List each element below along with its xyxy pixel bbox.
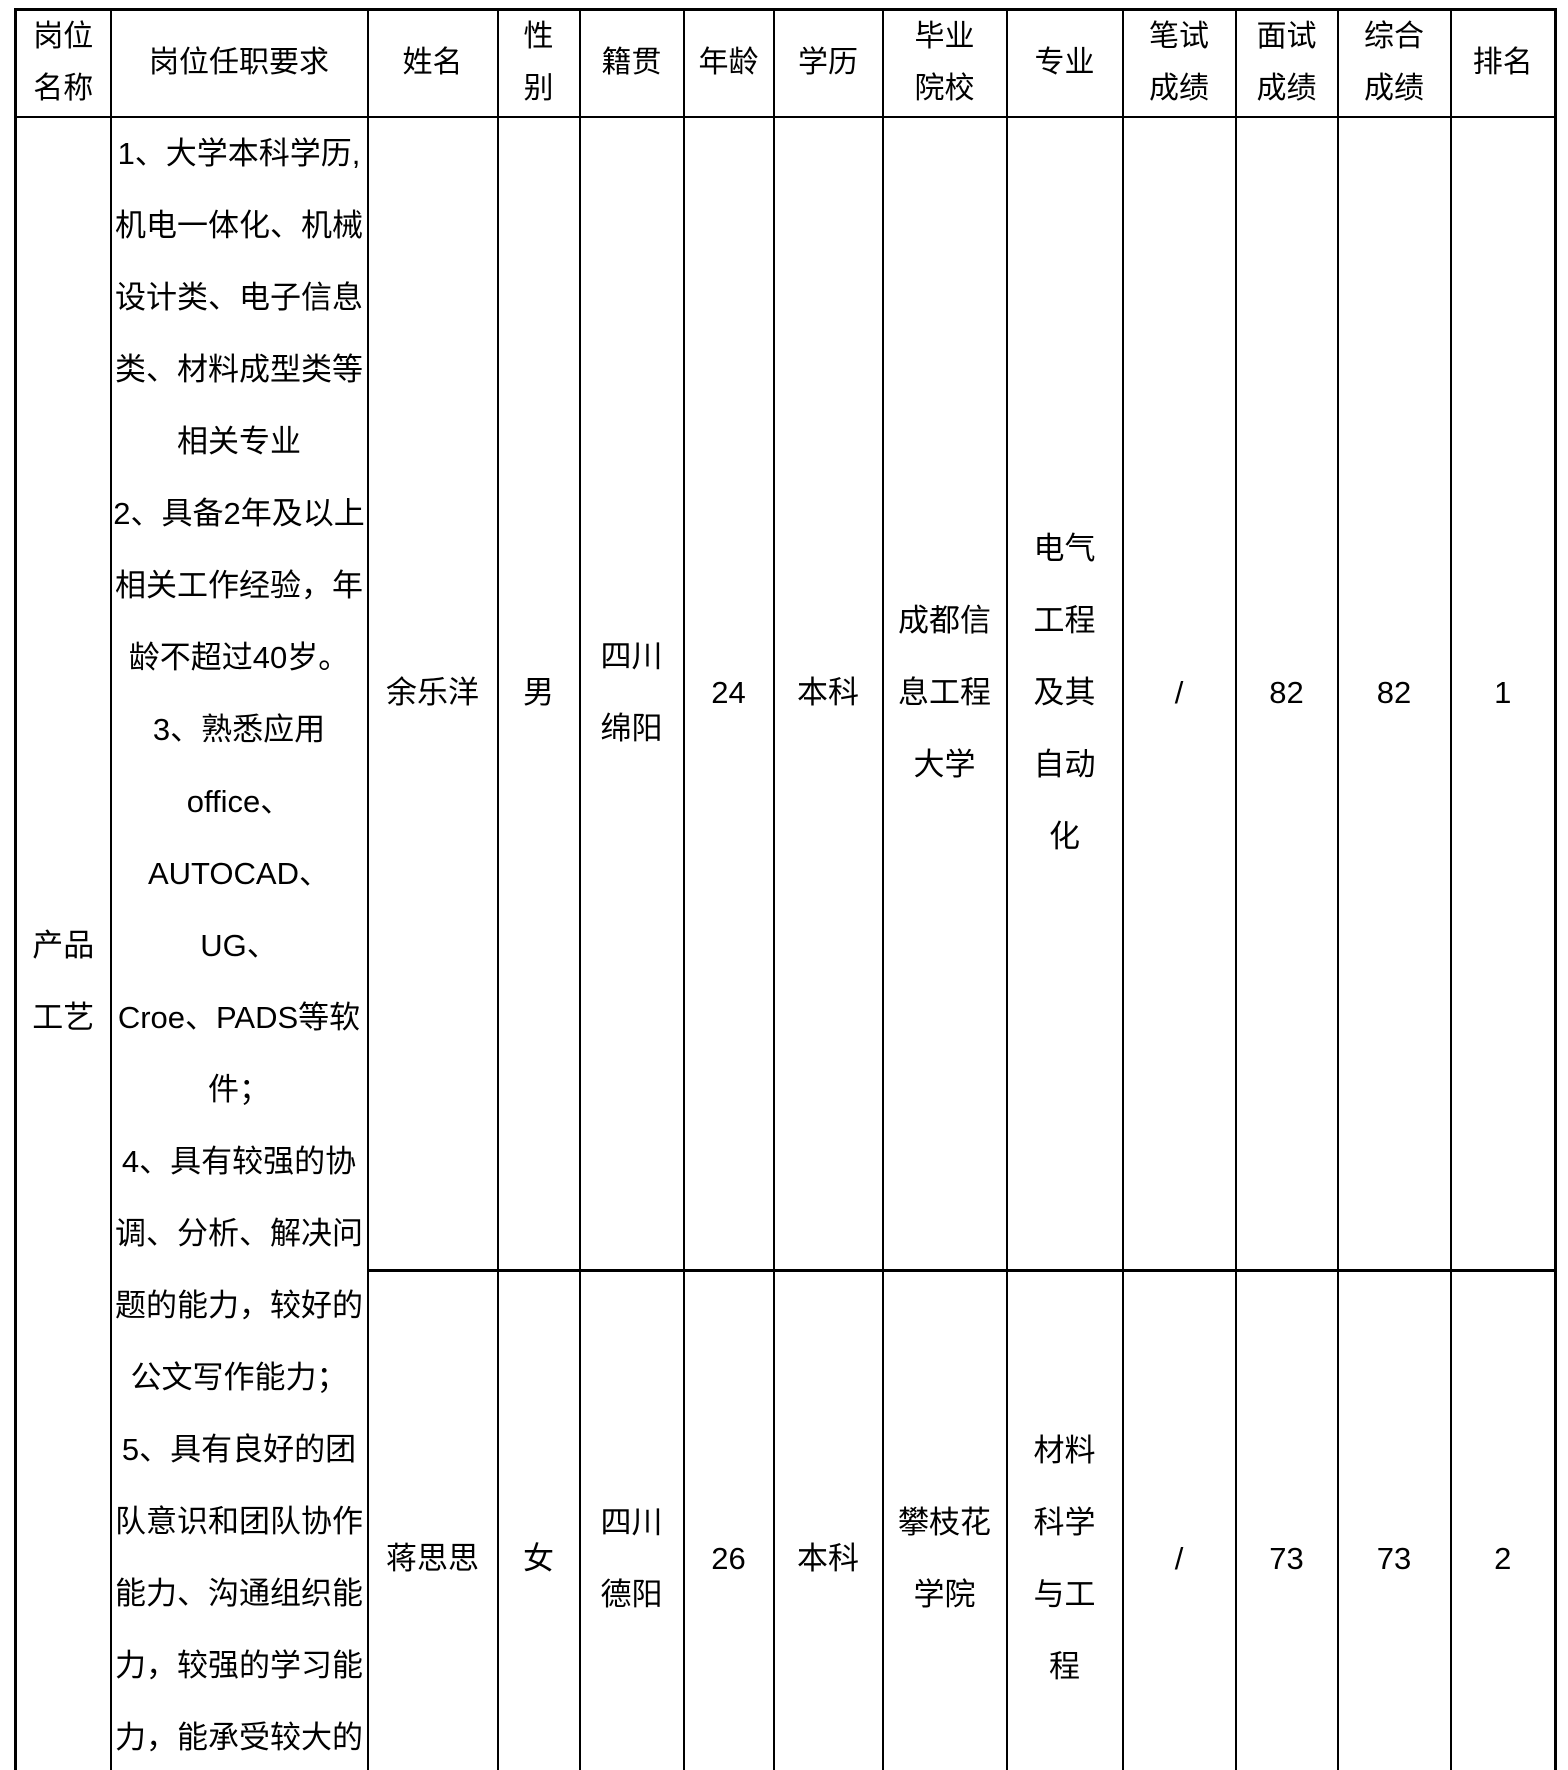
cell-gender: 女 bbox=[496, 1268, 581, 1770]
cell-native-place: 四川 绵阳 bbox=[578, 115, 685, 1272]
cell-written-score: / bbox=[1121, 115, 1237, 1272]
recruitment-results-table: 岗位 名称 岗位任职要求 姓名 性 别 籍贯 年龄 学历 毕业 院校 专业 笔试… bbox=[14, 8, 1557, 1770]
cell-rank: 2 bbox=[1449, 1268, 1557, 1770]
cell-school: 成都信 息工程 大学 bbox=[881, 115, 1008, 1272]
cell-overall-score: 73 bbox=[1336, 1268, 1452, 1770]
cell-age: 24 bbox=[682, 115, 775, 1272]
cell-interview-score: 82 bbox=[1234, 115, 1339, 1272]
cell-name: 余乐洋 bbox=[366, 115, 499, 1272]
header-requirements: 岗位任职要求 bbox=[109, 8, 369, 118]
cell-school: 攀枝花 学院 bbox=[881, 1268, 1008, 1770]
header-education: 学历 bbox=[772, 8, 884, 118]
cell-education: 本科 bbox=[772, 1268, 884, 1770]
header-position: 岗位 名称 bbox=[14, 8, 112, 118]
header-age: 年龄 bbox=[682, 8, 775, 118]
header-school: 毕业 院校 bbox=[881, 8, 1008, 118]
header-gender: 性 别 bbox=[496, 8, 581, 118]
header-interview-score: 面试 成绩 bbox=[1234, 8, 1339, 118]
cell-position-name: 产品 工艺 bbox=[14, 115, 112, 1770]
header-name: 姓名 bbox=[366, 8, 499, 118]
cell-name: 蒋思思 bbox=[366, 1268, 499, 1770]
header-overall-score: 综合 成绩 bbox=[1336, 8, 1452, 118]
cell-written-score: / bbox=[1121, 1268, 1237, 1770]
cell-major: 电气 工程 及其 自动 化 bbox=[1005, 115, 1124, 1272]
header-rank: 排名 bbox=[1449, 8, 1557, 118]
cell-education: 本科 bbox=[772, 115, 884, 1272]
cell-native-place: 四川 德阳 bbox=[578, 1268, 685, 1770]
header-native-place: 籍贯 bbox=[578, 8, 685, 118]
header-row: 岗位 名称 岗位任职要求 姓名 性 别 籍贯 年龄 学历 毕业 院校 专业 笔试… bbox=[14, 8, 1557, 118]
cell-major: 材料 科学 与工 程 bbox=[1005, 1268, 1124, 1770]
cell-rank: 1 bbox=[1449, 115, 1557, 1272]
cell-overall-score: 82 bbox=[1336, 115, 1452, 1272]
cell-age: 26 bbox=[682, 1268, 775, 1770]
header-written-score: 笔试 成绩 bbox=[1121, 8, 1237, 118]
candidate-row: 产品 工艺 1、大学本科学历, 机电一体化、机械 设计类、电子信息 类、材料成型… bbox=[14, 115, 1557, 1770]
candidate-row: 蒋思思 女 四川 德阳 26 本科 攀枝花 学院 材料 科学 与工 程 / 73… bbox=[16, 1268, 1557, 1770]
cell-position-requirements: 1、大学本科学历, 机电一体化、机械 设计类、电子信息 类、材料成型类等 相关专… bbox=[109, 115, 369, 1770]
header-major: 专业 bbox=[1005, 8, 1124, 118]
cell-gender: 男 bbox=[496, 115, 581, 1272]
cell-interview-score: 73 bbox=[1234, 1268, 1339, 1770]
